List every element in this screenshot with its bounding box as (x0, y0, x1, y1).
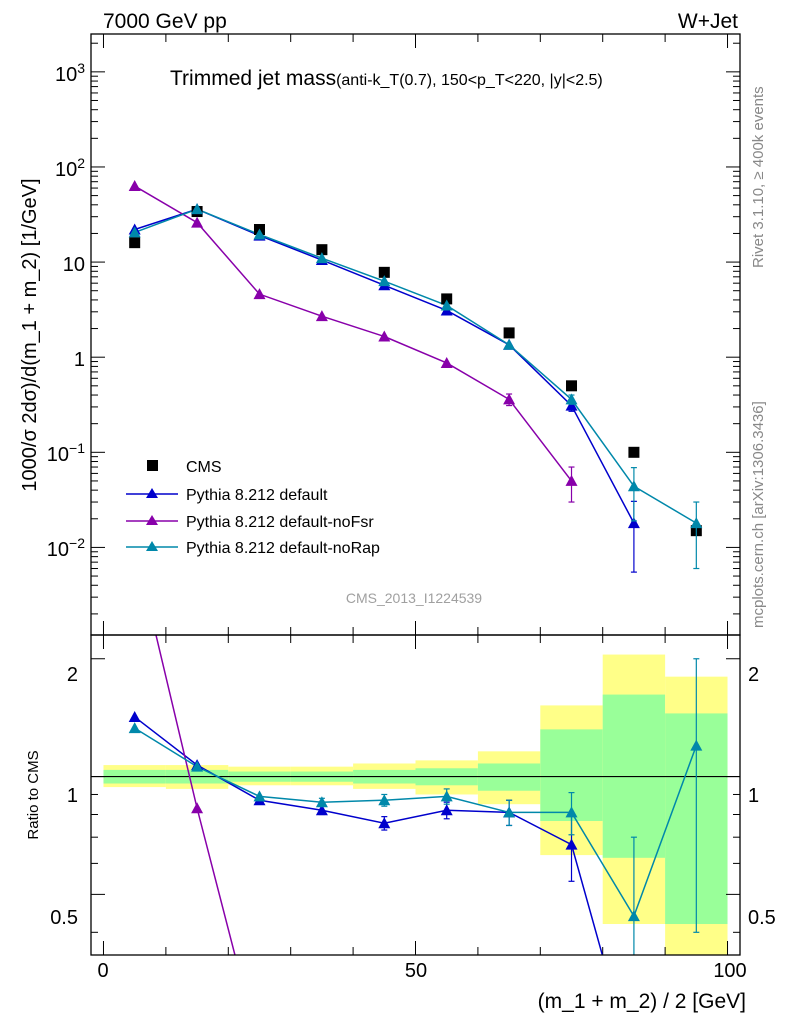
ratio-point-pythia-8-212-default-norap-3 (315, 796, 328, 808)
x-axis-label: (m_1 + m_2) / 2 [GeV] (538, 990, 746, 1013)
ratio-y-axis-label: Ratio to CMS (25, 750, 42, 839)
rivet-label: Rivet 3.1.10, ≥ 400k events (750, 86, 767, 268)
axis-ticks (91, 34, 740, 955)
main-point-pythia-8-212-default-norap-1 (191, 203, 204, 215)
ratio-point-pythia-8-212-default-norap-0 (128, 722, 141, 734)
header-process: W+Jet (678, 10, 738, 33)
main-point-pythia-8-212-default-norap-7 (565, 393, 578, 405)
ratio-point-pythia-8-212-default-nofsr-0 (129, 539, 141, 550)
legend: CMS Pythia 8.212 default Pythia 8.212 de… (126, 459, 380, 557)
cms-point-0 (129, 237, 141, 249)
ratio-point-pythia-8-212-default-norap-6 (503, 806, 516, 818)
ratio-ytick-2-right: 2 (748, 664, 759, 686)
cms-point-8 (628, 446, 640, 458)
ratio-point-pythia-8-212-default-nofsr-1 (191, 802, 204, 814)
plot-title-main: Trimmed jet mass (170, 67, 336, 90)
main-y-tick-labels: 10−2 10−1 1 10 102 103 (47, 60, 85, 561)
legend-label-nofsr: Pythia 8.212 default-noFsr (186, 514, 374, 531)
ratio-point-pythia-8-212-default-7 (565, 838, 578, 850)
legend-marker-default (146, 488, 158, 498)
ytick-label-10: 10 (63, 254, 85, 276)
ratio-line-pythia-8-212-default-norap (134, 727, 698, 918)
legend-label-cms: CMS (186, 459, 222, 476)
main-point-pythia-8-212-default-7 (565, 399, 578, 411)
ratio-point-pythia-8-212-default-norap-2 (253, 790, 266, 802)
plot-title-detail: (anti-k_T(0.7), 150<p_T<220, |y|<2.5) (336, 72, 603, 89)
ratio-point-pythia-8-212-default-norap-8 (627, 910, 640, 922)
main-point-pythia-8-212-default-norap-8 (627, 480, 640, 492)
ratio-point-pythia-8-212-default-5 (440, 804, 453, 816)
ratio-plot-frame (90, 634, 741, 956)
main-point-pythia-8-212-default-nofsr-2 (253, 288, 266, 300)
main-point-pythia-8-212-default-norap-4 (378, 275, 391, 287)
header-energy: 7000 GeV pp (103, 10, 227, 33)
ytick-label-1: 1 (74, 349, 85, 371)
main-point-pythia-8-212-default-nofsr-0 (128, 180, 141, 192)
xtick-label-50: 50 (405, 960, 427, 982)
main-line-pythia-8-212-default (134, 208, 635, 524)
ytick-label-1e2: 102 (55, 155, 85, 181)
legend-marker-cms (147, 460, 158, 471)
main-point-pythia-8-212-default-nofsr-7 (565, 474, 578, 486)
main-point-pythia-8-212-default-nofsr-5 (440, 356, 453, 368)
ratio-plot-series (128, 539, 703, 955)
legend-marker-norap (146, 541, 158, 551)
legend-marker-nofsr (146, 515, 158, 525)
main-point-pythia-8-212-default-norap-9 (690, 517, 703, 529)
legend-label-default: Pythia 8.212 default (186, 487, 328, 504)
legend-label-norap: Pythia 8.212 default-noRap (186, 540, 380, 557)
cms-point-5 (441, 293, 453, 305)
main-point-pythia-8-212-default-nofsr-6 (503, 393, 516, 405)
ratio-point-pythia-8-212-default-norap-5 (440, 790, 453, 802)
main-point-pythia-8-212-default-nofsr-4 (378, 330, 391, 342)
analysis-id: CMS_2013_I1224539 (346, 590, 482, 606)
ratio-point-pythia-8-212-default-norap-1 (191, 760, 204, 772)
main-point-pythia-8-212-default-norap-3 (315, 252, 328, 264)
ratio-point-pythia-8-212-default-4 (378, 817, 391, 829)
main-point-pythia-8-212-default-nofsr-3 (315, 310, 328, 322)
main-line-pythia-8-212-default-nofsr (134, 185, 573, 482)
main-point-pythia-8-212-default-8 (627, 517, 640, 529)
ratio-point-pythia-8-212-default-3 (315, 804, 328, 816)
ratio-point-pythia-8-212-default-norap-9 (690, 739, 703, 751)
main-y-axis-label: 1000/σ 2dσ)/d(m_1 + m_2) [1/GeV] (19, 178, 41, 491)
xtick-label-0: 0 (97, 960, 108, 982)
main-point-pythia-8-212-default-norap-2 (253, 228, 266, 240)
main-point-pythia-8-212-default-norap-5 (440, 299, 453, 311)
ytick-label-1e3: 103 (55, 60, 85, 86)
ratio-y-tick-labels: 0.5 1 2 0.5 1 2 (50, 664, 776, 929)
ratio-ytick-1-right: 1 (748, 785, 759, 807)
ratio-point-pythia-8-212-default-norap-7 (565, 806, 578, 818)
cms-point-6 (503, 327, 515, 339)
ratio-point-pythia-8-212-default-norap-4 (378, 794, 391, 806)
plot-title: Trimmed jet mass(anti-k_T(0.7), 150<p_T<… (170, 67, 603, 90)
ratio-point-pythia-8-212-default-0 (128, 710, 141, 722)
main-point-pythia-8-212-default-norap-0 (128, 226, 141, 238)
ytick-label-1e-1: 10−1 (47, 440, 85, 466)
ratio-ytick-2-left: 2 (67, 664, 78, 686)
main-point-pythia-8-212-default-norap-6 (503, 338, 516, 350)
x-tick-labels: 0 50 100 (97, 960, 746, 982)
cms-point-3 (316, 244, 328, 256)
cms-point-7 (566, 380, 578, 392)
xtick-label-100: 100 (713, 960, 746, 982)
main-plot-series (128, 180, 703, 573)
ratio-ytick-0.5-left: 0.5 (50, 907, 78, 929)
mcplots-label: mcplots.cern.ch [arXiv:1306.3436] (750, 401, 767, 628)
ratio-ytick-0.5-right: 0.5 (748, 907, 776, 929)
cms-point-4 (378, 266, 390, 278)
main-line-pythia-8-212-default-norap (134, 208, 697, 524)
ratio-ytick-1-left: 1 (67, 785, 78, 807)
main-point-pythia-8-212-default-nofsr-1 (191, 216, 204, 228)
ytick-label-1e-2: 10−2 (47, 535, 85, 561)
